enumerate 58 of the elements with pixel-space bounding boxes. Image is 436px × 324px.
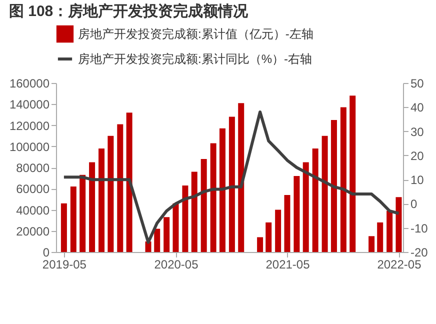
y-tick-label: 140000 [9, 98, 50, 112]
y2-tick-label: 50 [410, 76, 424, 90]
y-tick-label: 40000 [16, 203, 50, 218]
bar [340, 107, 346, 252]
bar [89, 162, 96, 252]
y-tick-label: 120000 [9, 118, 50, 133]
bar [238, 103, 244, 252]
x-tick-label: 2019-05 [42, 258, 87, 272]
bar [191, 172, 198, 252]
y-tick-label: 160000 [9, 76, 50, 90]
bar [164, 217, 170, 252]
bar [330, 120, 337, 252]
chart-title: 图 108：房地产开发投资完成额情况 [8, 2, 250, 20]
bar [172, 203, 179, 252]
y2-tick-label: 30 [410, 124, 424, 139]
x-tick-label: 2022-05 [377, 258, 422, 272]
bar [182, 185, 188, 252]
y-tick-label: 20000 [16, 224, 50, 238]
bar [70, 186, 76, 252]
y2-tick-label: 0 [410, 197, 418, 212]
bar [275, 210, 282, 252]
bar [312, 148, 318, 252]
y-tick-label: 0 [42, 246, 50, 260]
bar [350, 96, 356, 252]
x-tick-label: 2020-05 [154, 258, 199, 272]
bar [294, 176, 300, 252]
y-tick-label: 100000 [9, 140, 50, 154]
x-tick-label: 2021-05 [266, 258, 310, 272]
bar [284, 194, 290, 252]
bar [368, 236, 375, 252]
legend-label: 房地产开发投资完成额:累计值（亿元）-左轴 [78, 27, 314, 41]
bar [126, 112, 132, 252]
bar [377, 222, 384, 252]
bar [322, 136, 328, 252]
y2-tick-label: 40 [410, 100, 424, 115]
bar [154, 228, 160, 252]
bar [98, 148, 105, 252]
bar [302, 162, 309, 252]
bar [257, 237, 264, 252]
y2-tick-label: 20 [410, 148, 424, 163]
legend-label: 房地产开发投资完成额:累计同比（%）-右轴 [78, 52, 312, 66]
bar [210, 143, 216, 252]
bar [266, 222, 272, 252]
bar [219, 128, 226, 252]
bar [228, 116, 235, 252]
bar [386, 210, 393, 252]
y-tick-label: 80000 [16, 161, 50, 175]
y-tick-label: 60000 [16, 182, 50, 196]
bar [60, 203, 67, 252]
bar [200, 159, 207, 252]
bar [396, 197, 402, 252]
bar [117, 124, 124, 252]
y2-tick-label: -20 [410, 246, 428, 260]
y2-tick-label: 10 [410, 173, 424, 188]
bar [80, 174, 86, 252]
line-series [62, 110, 400, 244]
y2-tick-label: -10 [410, 221, 428, 236]
bar [108, 136, 114, 252]
